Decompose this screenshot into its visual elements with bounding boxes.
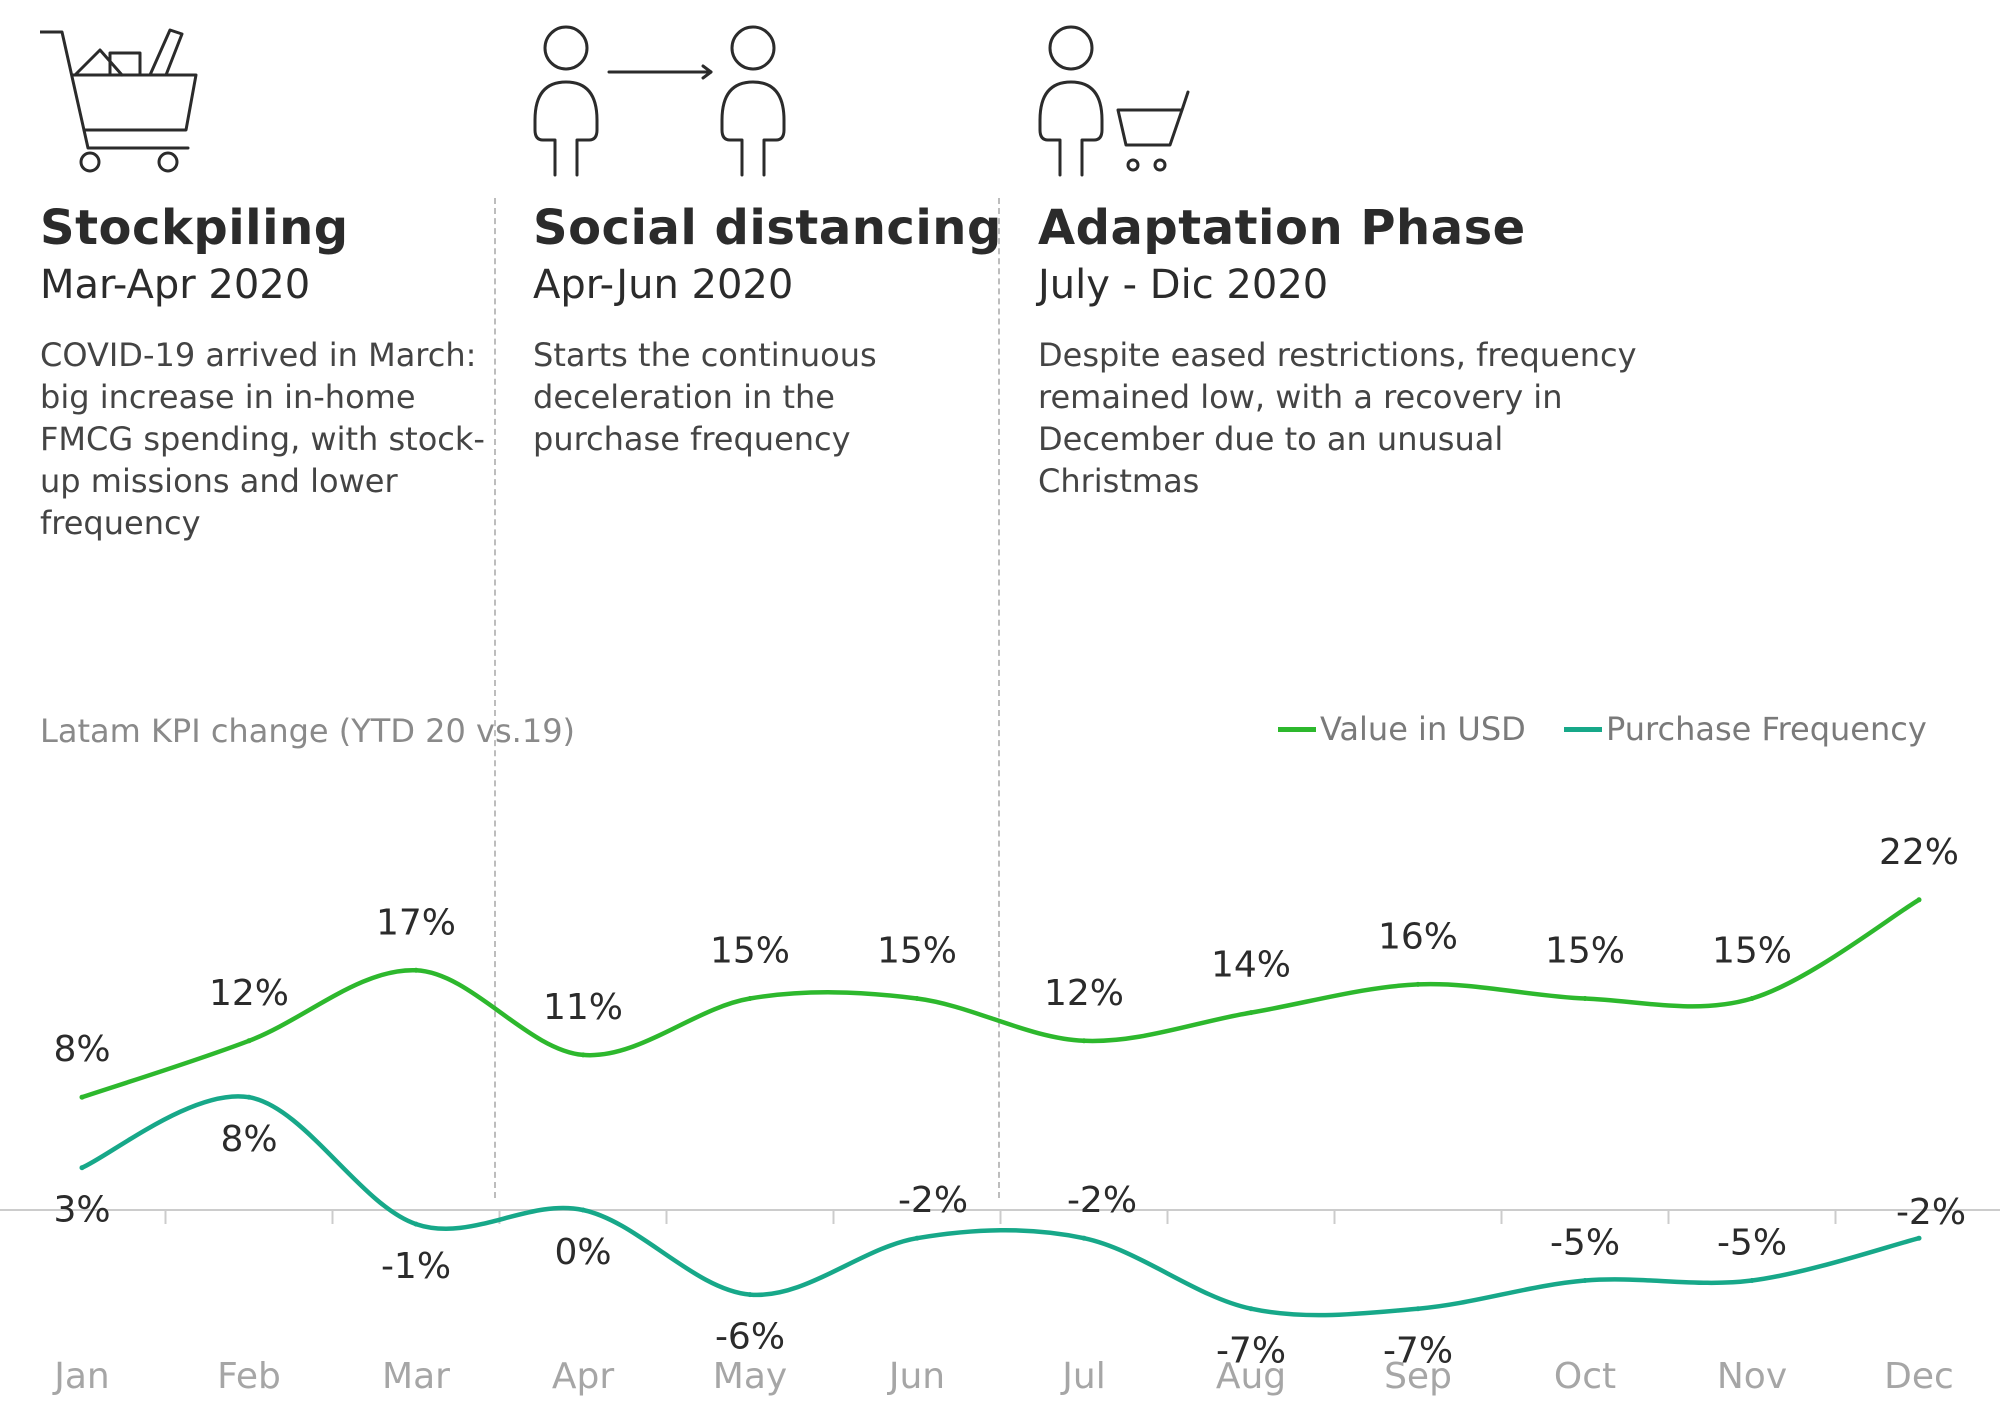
data-point (747, 996, 753, 1001)
data-label: -7% (1383, 1331, 1453, 1372)
data-point (1916, 897, 1922, 903)
data-label: 15% (1545, 931, 1625, 972)
data-point (1582, 1278, 1588, 1283)
data-label: 15% (877, 931, 957, 972)
series-line-value-usd (79, 897, 1922, 1100)
data-label: -2% (1896, 1192, 1966, 1233)
legend-swatch (1278, 726, 1316, 732)
x-tick-label: Mar (382, 1356, 450, 1397)
data-point (1749, 1278, 1755, 1283)
x-tick-label: Jun (887, 1356, 945, 1397)
data-label: 8% (53, 1029, 110, 1070)
shopping-cart-full-icon (40, 28, 198, 173)
data-point (79, 1165, 85, 1171)
data-label: 15% (710, 931, 790, 972)
phase-divider (494, 198, 496, 1198)
data-label: 0% (554, 1232, 611, 1273)
data-label: -5% (1550, 1223, 1620, 1264)
phase-period: Apr-Jun 2020 (533, 262, 794, 308)
data-point (79, 1094, 85, 1100)
data-label: -7% (1216, 1331, 1286, 1372)
phase-description: Despite eased restrictions, frequency re… (1038, 336, 1637, 500)
data-label: -2% (898, 1180, 968, 1221)
data-point (246, 1094, 252, 1100)
data-point (1415, 1306, 1421, 1312)
data-label: 14% (1211, 945, 1291, 986)
phase-title: Adaptation Phase (1038, 200, 1526, 256)
x-tick-label: Dec (1884, 1356, 1954, 1397)
x-tick-label: Jan (52, 1356, 110, 1397)
data-label: 12% (209, 973, 289, 1014)
data-label: 22% (1879, 832, 1959, 873)
x-tick-label: Jul (1060, 1356, 1105, 1397)
data-point (1081, 1038, 1087, 1044)
legend-purchase-frequency: Purchase Frequency (1564, 710, 1927, 748)
legend-swatch (1564, 726, 1602, 732)
x-tick-label: Oct (1554, 1356, 1616, 1397)
data-point (1749, 996, 1755, 1001)
person-with-cart-icon (1038, 25, 1190, 177)
data-point (1081, 1235, 1087, 1241)
data-label: 11% (543, 987, 623, 1028)
phase-period: July - Dic 2020 (1038, 262, 1329, 308)
data-point (1248, 1010, 1254, 1016)
legend-label: Value in USD (1320, 710, 1526, 748)
data-label: 17% (376, 902, 456, 943)
x-tick-label: Apr (552, 1356, 614, 1397)
two-people-distance-icon (533, 25, 786, 177)
series-line-purchase-frequency (79, 1094, 1922, 1318)
legend-value-usd: Value in USD (1278, 710, 1526, 748)
phase-description: Starts the continuous deceleration in th… (533, 336, 877, 458)
data-point (914, 1235, 920, 1241)
data-point (580, 1052, 586, 1058)
data-point (1415, 981, 1421, 987)
data-label: -1% (381, 1246, 451, 1287)
data-point (413, 1221, 419, 1227)
phase-description: COVID-19 arrived in March: big increase … (40, 336, 485, 542)
data-point (1916, 1235, 1922, 1241)
x-tick-label: Aug (1216, 1356, 1286, 1397)
x-tick-label: Nov (1717, 1356, 1787, 1397)
data-point (580, 1207, 586, 1213)
x-tick-label: Feb (217, 1356, 281, 1397)
chart-subtitle: Latam KPI change (YTD 20 vs.19) (40, 712, 576, 750)
phase-title: Stockpiling (40, 200, 349, 256)
phase-divider (998, 198, 1000, 1198)
data-point (1582, 996, 1588, 1001)
data-label: 15% (1712, 931, 1792, 972)
data-label: -6% (715, 1317, 785, 1358)
data-point (1248, 1306, 1254, 1312)
phase-title: Social distancing (533, 200, 1002, 256)
data-label: 12% (1044, 973, 1124, 1014)
data-point (747, 1292, 753, 1298)
data-label: 3% (53, 1190, 110, 1231)
data-point (413, 967, 419, 973)
x-tick-label: Sep (1384, 1356, 1452, 1397)
data-point (914, 996, 920, 1001)
data-label: 16% (1378, 916, 1458, 957)
data-label: -2% (1067, 1180, 1137, 1221)
x-tick-label: May (713, 1356, 787, 1397)
data-label: -5% (1717, 1223, 1787, 1264)
phase-period: Mar-Apr 2020 (40, 262, 311, 308)
data-point (246, 1038, 252, 1044)
data-label: 8% (220, 1119, 277, 1160)
legend-label: Purchase Frequency (1606, 710, 1927, 748)
